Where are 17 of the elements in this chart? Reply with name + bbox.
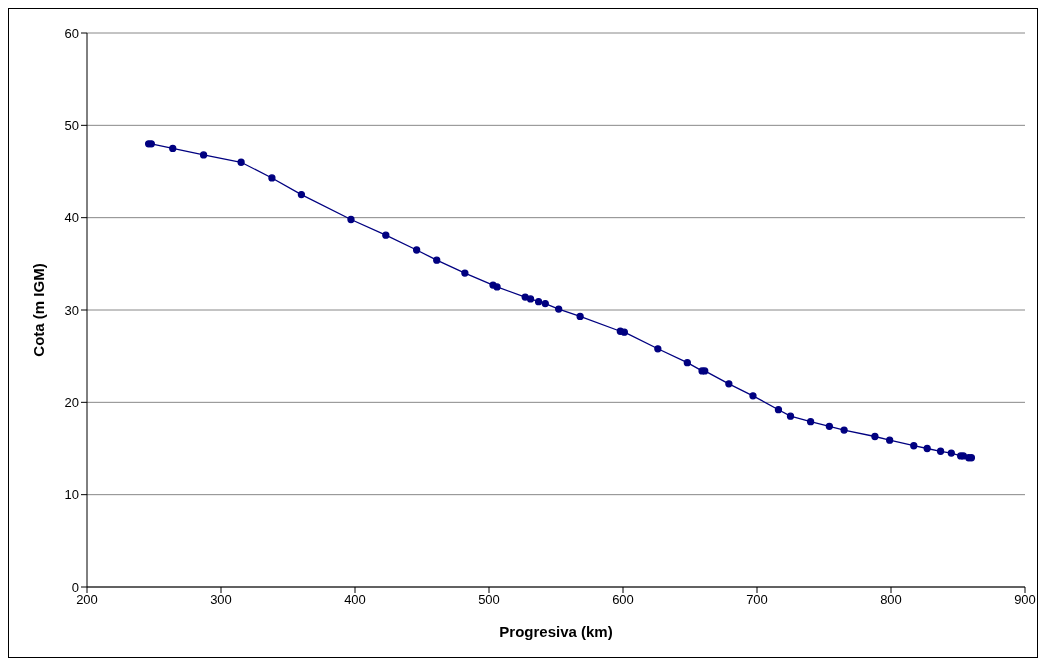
y-tick-label: 0	[71, 579, 79, 595]
y-tick-label: 40	[64, 210, 79, 226]
x-tick-label: 600	[612, 592, 634, 608]
x-tick-label: 400	[344, 592, 366, 608]
y-tick-label: 50	[64, 117, 79, 133]
x-tick-label: 900	[1014, 592, 1036, 608]
y-axis-title: Cota (m IGM)	[30, 263, 48, 357]
y-tick-label: 10	[64, 487, 79, 503]
x-tick-label: 200	[76, 592, 98, 608]
x-tick-label: 700	[746, 592, 768, 608]
x-tick-label: 300	[210, 592, 232, 608]
x-tick-label: 500	[478, 592, 500, 608]
y-tick-label: 30	[64, 302, 79, 318]
x-tick-label: 800	[880, 592, 902, 608]
y-tick-label: 20	[64, 394, 79, 410]
x-axis-title: Progresiva (km)	[499, 623, 613, 640]
y-tick-label: 60	[64, 25, 79, 41]
